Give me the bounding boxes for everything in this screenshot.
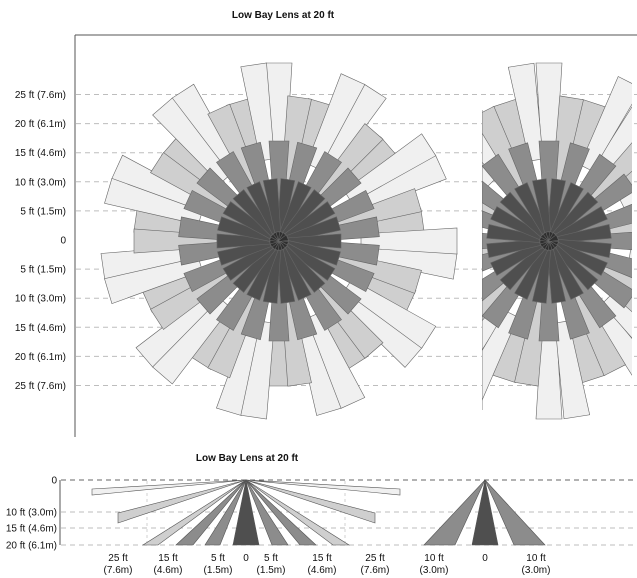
side-view-y-labels: 0 10 ft (3.0m) 15 ft (4.6m) 20 ft (6.1m) — [6, 476, 58, 552]
x-tick-sublabel: (1.5m) — [257, 565, 286, 576]
y-tick-label: 20 ft (6.1m) — [15, 119, 66, 130]
y-tick-label: 25 ft (7.6m) — [15, 90, 66, 101]
x-tick-label: 0 — [243, 553, 249, 564]
x-tick-label: 10 ft — [526, 553, 546, 564]
y-tick-label: 5 ft (1.5m) — [20, 265, 66, 276]
x-tick-label: 25 ft — [108, 553, 128, 564]
x-tick-sublabel: (7.6m) — [104, 565, 133, 576]
x-tick-label: 0 — [482, 553, 488, 564]
x-tick-label: 15 ft — [158, 553, 178, 564]
y-tick-label: 5 ft (1.5m) — [20, 206, 66, 217]
y-tick-label: 20 ft (6.1m) — [6, 541, 57, 552]
y-tick-label: 20 ft (6.1m) — [15, 352, 66, 363]
y-tick-label: 0 — [51, 476, 57, 487]
top-view-title: Low Bay Lens at 20 ft — [232, 10, 335, 21]
y-tick-label: 10 ft (3.0m) — [15, 177, 66, 188]
top-view-y-labels: 25 ft (7.6m) 20 ft (6.1m) 15 ft (4.6m) 10 f… — [15, 90, 67, 392]
x-tick-label: 5 ft — [211, 553, 225, 564]
x-tick-sublabel: (3.0m) — [420, 565, 449, 576]
y-tick-label: 10 ft (3.0m) — [6, 508, 57, 519]
y-tick-label: 15 ft (4.6m) — [15, 148, 66, 159]
y-tick-label: 25 ft (7.6m) — [15, 381, 66, 392]
side-view-x-labels: 25 ft(7.6m)15 ft(4.6m)5 ft(1.5m)0 5 ft(1.… — [104, 553, 551, 576]
x-tick-sublabel: (4.6m) — [154, 565, 183, 576]
x-tick-sublabel: (1.5m) — [204, 565, 233, 576]
y-tick-label: 10 ft (3.0m) — [15, 294, 66, 305]
x-tick-sublabel: (3.0m) — [522, 565, 551, 576]
y-tick-label: 0 — [60, 236, 66, 247]
y-tick-label: 15 ft (4.6m) — [6, 524, 57, 535]
side-view-title: Low Bay Lens at 20 ft — [196, 453, 299, 464]
x-tick-sublabel: (7.6m) — [361, 565, 390, 576]
y-tick-label: 15 ft (4.6m) — [15, 323, 66, 334]
pattern-360-degree — [101, 63, 457, 419]
x-tick-label: 25 ft — [365, 553, 385, 564]
x-tick-label: 5 ft — [264, 553, 278, 564]
side-view-360-fan — [92, 480, 400, 545]
x-tick-sublabel: (4.6m) — [308, 565, 337, 576]
x-tick-label: 10 ft — [424, 553, 444, 564]
x-tick-label: 15 ft — [312, 553, 332, 564]
